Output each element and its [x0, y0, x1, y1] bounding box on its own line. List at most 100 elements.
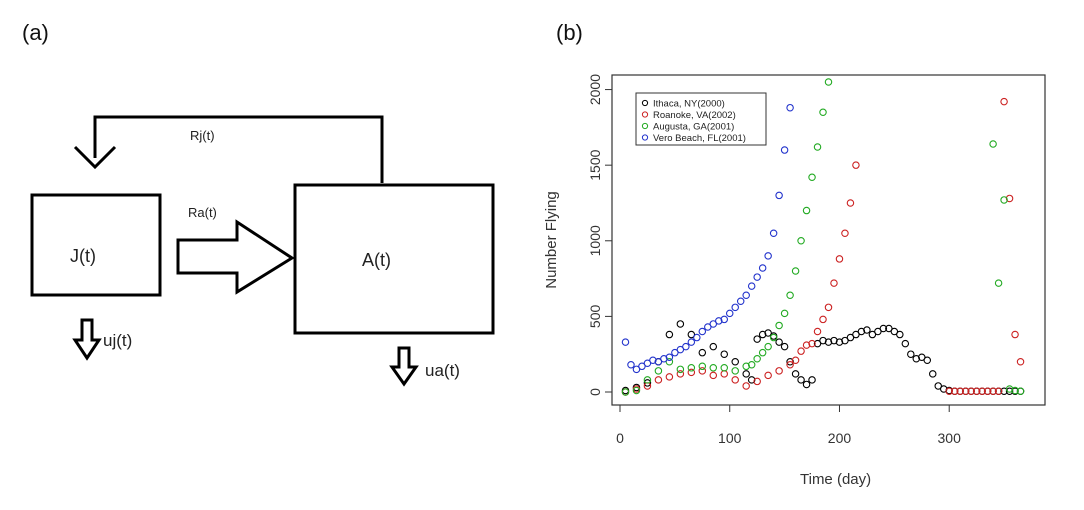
- mortality-juvenile-label: uj(t): [103, 331, 132, 350]
- data-point: [786, 103, 794, 112]
- data-point: [808, 339, 816, 348]
- data-point: [813, 327, 822, 336]
- data-point: [797, 347, 805, 355]
- data-point: [676, 320, 685, 328]
- data-point: [720, 315, 728, 324]
- data-point: [912, 354, 921, 363]
- data-point: [665, 330, 674, 339]
- data-point: [852, 161, 860, 169]
- data-point: [747, 361, 756, 369]
- data-point: [621, 388, 630, 396]
- data-point: [676, 370, 685, 378]
- data-point: [775, 191, 783, 200]
- y-tick-label: 2000: [587, 74, 603, 105]
- data-point: [725, 309, 734, 318]
- data-point: [731, 367, 739, 375]
- legend-marker: [641, 122, 649, 130]
- legend-box: [635, 92, 767, 146]
- data-point: [747, 376, 756, 384]
- data-point: [879, 324, 888, 333]
- series-0: [621, 320, 1025, 395]
- y-tick-label: 0: [587, 388, 603, 396]
- data-point: [890, 327, 899, 336]
- data-point: [835, 338, 844, 346]
- y-axis-title: Number Flying: [543, 191, 560, 289]
- legend-marker: [641, 99, 649, 107]
- data-point: [802, 341, 811, 349]
- data-point: [753, 377, 761, 386]
- data-point: [780, 342, 789, 351]
- data-point: [693, 333, 701, 342]
- panel-b-label: (b): [556, 20, 583, 45]
- data-point: [676, 345, 685, 354]
- adult-box: [293, 183, 495, 335]
- y-tick-label: 500: [587, 304, 603, 328]
- data-point: [704, 323, 712, 331]
- legend-entry: Vero Beach, FL(2001): [653, 133, 746, 144]
- juvenile-box: [30, 193, 162, 297]
- legend-marker: [641, 134, 649, 141]
- data-point: [852, 330, 860, 339]
- data-point: [1011, 330, 1019, 339]
- series-2: [621, 78, 1025, 396]
- data-point: [643, 359, 652, 368]
- mortality-adult-label: ua(t): [425, 361, 460, 380]
- plot-frame: [611, 74, 1046, 406]
- data-point: [808, 173, 816, 182]
- mortality-adult-arrow: [389, 346, 419, 387]
- data-point: [1016, 358, 1025, 366]
- data-point: [682, 342, 690, 351]
- data-point: [632, 365, 641, 374]
- data-point: [742, 370, 750, 378]
- data-point: [786, 361, 794, 369]
- data-point: [687, 364, 696, 372]
- x-axis-title: Time (day): [800, 471, 871, 488]
- data-point: [918, 353, 926, 361]
- legend: Ithaca, NY(2000)Roanoke, VA(2002)Augusta…: [635, 92, 767, 146]
- data-point: [830, 336, 838, 345]
- data-point: [978, 387, 986, 395]
- data-point: [967, 387, 975, 395]
- x-tick-label: 300: [938, 430, 962, 446]
- data-point: [687, 368, 696, 377]
- data-point: [841, 336, 849, 345]
- data-point: [841, 229, 849, 237]
- data-point: [863, 326, 871, 334]
- mortality-juvenile-arrow: [72, 318, 102, 361]
- legend-entry: Roanoke, VA(2002): [653, 110, 736, 121]
- x-tick-label: 100: [718, 430, 742, 446]
- data-point: [769, 333, 778, 342]
- data-point: [643, 379, 652, 387]
- y-tick-label: 1500: [587, 149, 603, 180]
- data-point: [786, 358, 794, 366]
- data-point: [687, 338, 696, 346]
- data-point: [1000, 196, 1008, 204]
- data-point: [665, 358, 674, 366]
- data-point: [1011, 386, 1019, 395]
- data-point: [797, 376, 805, 384]
- data-point: [654, 367, 663, 375]
- data-point: [797, 237, 805, 245]
- data-point: [687, 330, 696, 339]
- series-1: [621, 97, 1025, 396]
- data-point: [956, 387, 964, 395]
- data-point: [846, 333, 855, 342]
- data-point: [819, 336, 827, 345]
- data-point: [753, 335, 761, 343]
- data-point: [1005, 194, 1014, 203]
- adult-label: A(t): [362, 250, 391, 270]
- data-point: [654, 358, 663, 366]
- data-point: [994, 387, 1003, 395]
- juvenile-label: J(t): [70, 246, 96, 266]
- data-point: [764, 371, 772, 380]
- data-point: [1005, 385, 1014, 393]
- data-point: [813, 143, 822, 151]
- data-point: [758, 264, 767, 272]
- data-point: [747, 282, 756, 290]
- data-point: [791, 356, 800, 364]
- data-point: [698, 348, 707, 357]
- data-point: [715, 317, 723, 325]
- data-point: [671, 348, 679, 357]
- data-point: [830, 279, 838, 287]
